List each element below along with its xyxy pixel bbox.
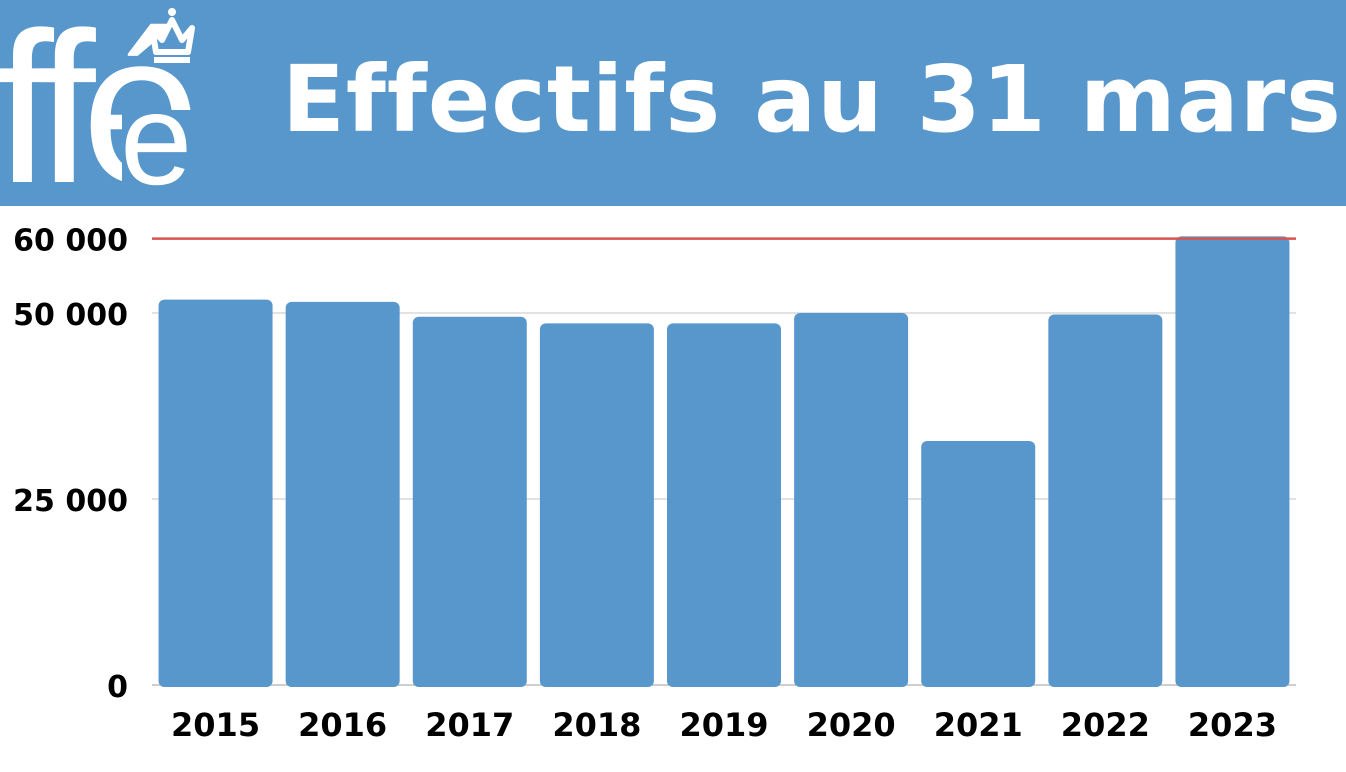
x-tick-label: 2023 xyxy=(1188,706,1277,744)
x-axis-ticks: 2015 2016 2017 2018 2019 2020 2021 2022 2023 xyxy=(171,706,1277,744)
bar-2017 xyxy=(412,316,527,687)
bar-2018 xyxy=(539,323,654,687)
ffe-logo: ffé e xyxy=(0,0,212,206)
bar-2020 xyxy=(794,313,909,687)
y-axis-ticks: 0 25 000 50 000 60 000 xyxy=(13,224,128,705)
page-title: Effectifs au 31 mars xyxy=(282,46,1342,153)
logo-e: e xyxy=(120,66,192,206)
x-tick-label: 2021 xyxy=(934,706,1023,744)
x-tick-label: 2015 xyxy=(171,706,260,744)
x-tick-label: 2016 xyxy=(298,706,387,744)
bars xyxy=(158,236,1290,688)
x-tick-label: 2019 xyxy=(679,706,768,744)
bar-chart: 0 25 000 50 000 60 000 2015 2016 2017 2018 2019… xyxy=(13,224,1296,744)
logo-mask xyxy=(122,110,212,206)
header-banner: ffé e Effectifs au 31 mars xyxy=(0,0,1346,206)
y-tick-label: 50 000 xyxy=(13,298,128,333)
x-tick-label: 2017 xyxy=(425,706,514,744)
bar-2022 xyxy=(1048,314,1163,687)
bar-2021 xyxy=(921,440,1036,687)
bar-2015 xyxy=(158,299,273,687)
x-tick-label: 2018 xyxy=(552,706,641,744)
crown-icon xyxy=(149,8,195,63)
y-tick-label: 25 000 xyxy=(13,484,128,519)
y-tick-label: 60 000 xyxy=(13,224,128,259)
x-tick-label: 2020 xyxy=(807,706,896,744)
bar-2019 xyxy=(667,323,781,687)
x-tick-label: 2022 xyxy=(1061,706,1150,744)
y-tick-label: 0 xyxy=(107,670,128,705)
bar-2023 xyxy=(1175,236,1290,688)
bar-2016 xyxy=(285,301,400,687)
